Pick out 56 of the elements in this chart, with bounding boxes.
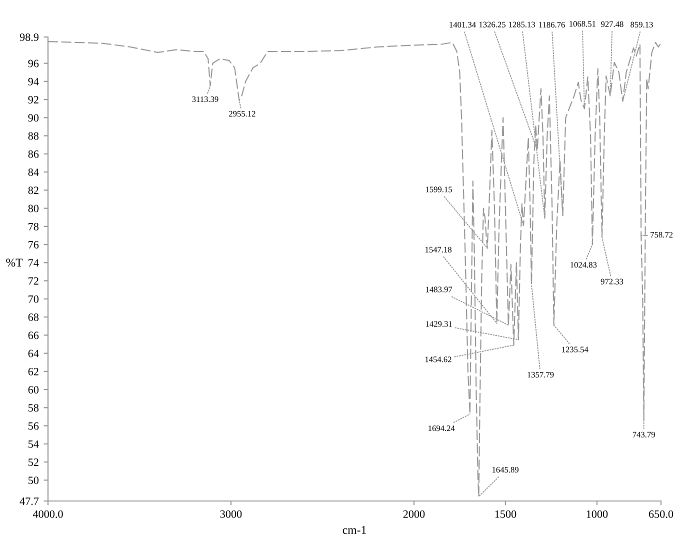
x-tick-label: 3000 [220, 510, 242, 518]
annotation: 1186.76 [539, 22, 565, 28]
annotation: 758.72 [650, 232, 673, 238]
y-tick-label: 74 [28, 259, 39, 267]
y-tick-label: 88 [28, 132, 39, 140]
annotation: 1454.62 [425, 356, 452, 362]
annotation: 1357.79 [528, 372, 554, 378]
y-tick-label: 96 [28, 60, 39, 68]
y-tick-label: 60 [28, 386, 39, 394]
y-tick-label: 78 [28, 222, 39, 230]
annotation: 1547.18 [425, 246, 452, 252]
annotation: 1645.89 [492, 466, 519, 473]
x-tick-label: 650.0 [648, 510, 674, 518]
y-tick-label: 64 [28, 350, 39, 358]
y-tick-label: 62 [28, 368, 38, 376]
x-axis-title: cm-1 [342, 526, 366, 534]
annotation: 1024.83 [570, 262, 597, 268]
y-tick-label: 68 [28, 313, 39, 321]
annotation: 2955.12 [229, 110, 256, 117]
annotation: 3113.39 [192, 96, 218, 102]
annotation: 1694.24 [428, 425, 455, 432]
annotation: 743.79 [632, 432, 655, 438]
x-tick-label: 4000.0 [32, 510, 63, 518]
y-tick-label: 76 [28, 241, 39, 248]
y-tick-label: 84 [28, 168, 39, 176]
y-tick-label: 54 [28, 440, 39, 448]
y-tick-label: 52 [28, 458, 38, 466]
annotation: 1429.31 [426, 321, 452, 327]
y-tick-label: 98.9 [20, 33, 39, 42]
annotation: 1401.34 [450, 22, 476, 28]
annotation: 972.33 [600, 278, 624, 284]
y-tick-label: 56 [28, 422, 39, 430]
y-tick-label: 80 [28, 204, 39, 212]
annotation: 1068.51 [570, 21, 596, 27]
annotation: 1326.25 [479, 22, 506, 28]
annotation: 1285.13 [508, 22, 535, 28]
annotation: 1235.54 [562, 346, 588, 352]
y-tick-label: 90 [28, 114, 39, 122]
x-tick-label: 1000 [586, 510, 608, 518]
annotation: 1599.15 [426, 186, 452, 192]
y-tick-label: 92 [28, 96, 38, 104]
x-tick-label: 2000 [403, 510, 425, 518]
y-tick-label: 50 [28, 476, 39, 484]
y-tick-label: 58 [28, 404, 39, 412]
y-tick-label: 86 [28, 150, 39, 158]
annotation: 927.48 [601, 21, 624, 28]
y-tick-label: 94 [28, 78, 39, 86]
x-tick-label: 1500 [495, 510, 516, 518]
y-tick-label: 82 [28, 186, 38, 194]
annotation: 1483.97 [426, 286, 452, 292]
y-tick-label: 47.7 [20, 498, 39, 506]
annotation: 859.13 [630, 22, 653, 28]
y-tick-label: 70 [28, 295, 39, 303]
y-tick-label: 72 [28, 277, 38, 285]
y-tick-label: 66 [28, 332, 39, 340]
y-axis-title: %T [6, 258, 23, 267]
